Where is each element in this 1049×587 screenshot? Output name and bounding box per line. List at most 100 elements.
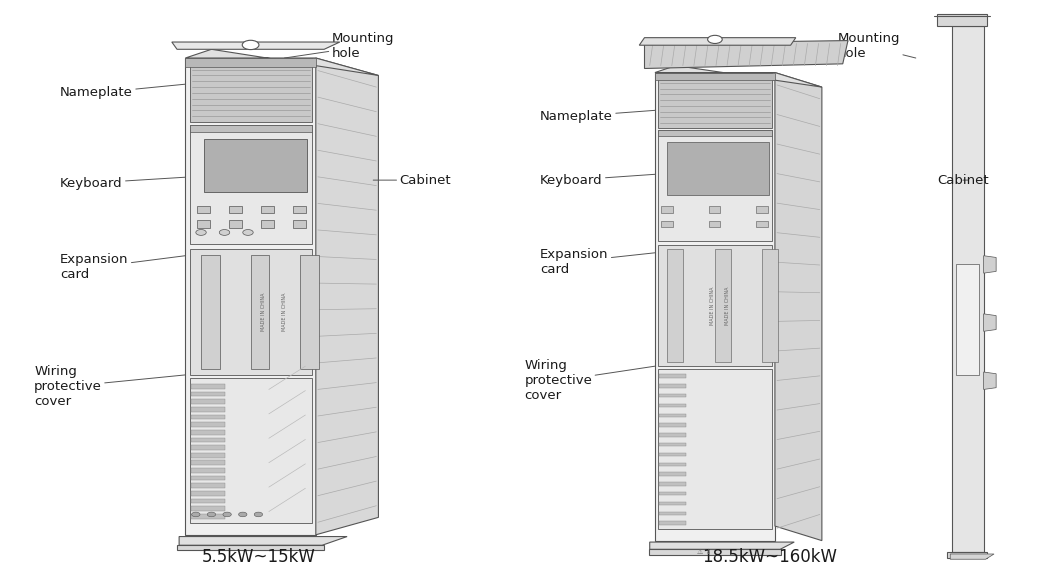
Circle shape xyxy=(238,512,247,517)
Text: Nameplate: Nameplate xyxy=(60,84,186,99)
Polygon shape xyxy=(191,414,226,419)
Polygon shape xyxy=(655,73,775,541)
Circle shape xyxy=(223,512,231,517)
Polygon shape xyxy=(659,404,686,407)
Polygon shape xyxy=(191,437,226,442)
Polygon shape xyxy=(659,433,686,437)
Text: Mounting
hole: Mounting hole xyxy=(838,32,916,60)
Polygon shape xyxy=(658,369,772,529)
Text: Cabinet: Cabinet xyxy=(937,174,989,187)
Bar xyxy=(261,205,275,213)
Polygon shape xyxy=(659,414,686,417)
Polygon shape xyxy=(659,423,686,427)
Bar xyxy=(661,221,672,227)
Polygon shape xyxy=(191,483,226,488)
Text: Nameplate: Nameplate xyxy=(540,110,655,123)
Text: Mounting
hole: Mounting hole xyxy=(284,32,394,60)
Polygon shape xyxy=(659,375,686,378)
Polygon shape xyxy=(191,506,226,511)
Polygon shape xyxy=(659,482,686,485)
Polygon shape xyxy=(984,256,997,273)
Polygon shape xyxy=(649,542,794,549)
Text: MADE IN CHINA: MADE IN CHINA xyxy=(710,286,714,325)
Circle shape xyxy=(219,230,230,235)
Polygon shape xyxy=(763,249,778,362)
Polygon shape xyxy=(191,400,226,404)
Text: MADE IN CHINA: MADE IN CHINA xyxy=(726,286,730,325)
Polygon shape xyxy=(316,58,379,535)
Polygon shape xyxy=(190,125,312,132)
Text: Expansion
card: Expansion card xyxy=(540,248,655,275)
Polygon shape xyxy=(775,73,821,541)
Bar xyxy=(709,206,721,212)
Text: Keyboard: Keyboard xyxy=(540,174,655,187)
Polygon shape xyxy=(659,492,686,495)
Polygon shape xyxy=(667,249,683,362)
Bar xyxy=(756,221,768,227)
Text: Cabinet: Cabinet xyxy=(373,174,451,187)
Polygon shape xyxy=(659,502,686,505)
Bar xyxy=(293,205,306,213)
Polygon shape xyxy=(659,473,686,476)
Text: MADE IN CHINA: MADE IN CHINA xyxy=(282,292,287,331)
Polygon shape xyxy=(658,245,772,366)
Polygon shape xyxy=(655,66,821,87)
Circle shape xyxy=(192,512,200,517)
Bar xyxy=(197,205,211,213)
Polygon shape xyxy=(644,41,848,69)
Bar xyxy=(229,220,242,228)
Polygon shape xyxy=(179,537,347,545)
Circle shape xyxy=(196,230,207,235)
Polygon shape xyxy=(177,545,324,550)
Polygon shape xyxy=(659,443,686,447)
Text: 18.5kW~160kW: 18.5kW~160kW xyxy=(702,548,837,566)
Polygon shape xyxy=(191,491,226,495)
Polygon shape xyxy=(251,255,270,369)
Polygon shape xyxy=(186,49,379,76)
Polygon shape xyxy=(186,58,316,535)
Polygon shape xyxy=(952,26,984,552)
Polygon shape xyxy=(191,430,226,434)
Polygon shape xyxy=(639,38,796,45)
Text: Wiring
protective
cover: Wiring protective cover xyxy=(34,365,186,408)
Polygon shape xyxy=(659,453,686,456)
Polygon shape xyxy=(659,463,686,466)
Polygon shape xyxy=(659,394,686,397)
Polygon shape xyxy=(172,42,340,49)
Text: Expansion
card: Expansion card xyxy=(60,254,186,281)
Circle shape xyxy=(242,230,253,235)
Text: Keyboard: Keyboard xyxy=(60,177,186,190)
Polygon shape xyxy=(191,475,226,480)
Text: ⚠ ↓: ⚠ ↓ xyxy=(698,549,711,555)
Polygon shape xyxy=(191,407,226,411)
Polygon shape xyxy=(205,140,307,192)
Polygon shape xyxy=(658,73,772,128)
Polygon shape xyxy=(937,15,987,26)
Polygon shape xyxy=(658,130,772,136)
Polygon shape xyxy=(186,58,316,67)
Bar xyxy=(197,220,211,228)
Polygon shape xyxy=(659,512,686,515)
Polygon shape xyxy=(191,498,226,503)
Polygon shape xyxy=(190,249,312,375)
Polygon shape xyxy=(715,249,730,362)
Polygon shape xyxy=(659,384,686,387)
Polygon shape xyxy=(659,521,686,525)
Polygon shape xyxy=(947,552,987,558)
Polygon shape xyxy=(984,372,997,389)
Polygon shape xyxy=(190,125,312,244)
Polygon shape xyxy=(191,445,226,450)
Circle shape xyxy=(242,41,259,49)
Polygon shape xyxy=(190,378,312,523)
Text: 5.5kW~15kW: 5.5kW~15kW xyxy=(201,548,316,566)
Bar xyxy=(661,206,672,212)
Polygon shape xyxy=(658,130,772,241)
Polygon shape xyxy=(950,554,994,559)
Bar xyxy=(756,206,768,212)
Circle shape xyxy=(708,35,722,43)
Polygon shape xyxy=(201,255,220,369)
Polygon shape xyxy=(984,314,997,331)
Bar xyxy=(293,220,306,228)
Polygon shape xyxy=(648,549,782,555)
Polygon shape xyxy=(191,392,226,396)
